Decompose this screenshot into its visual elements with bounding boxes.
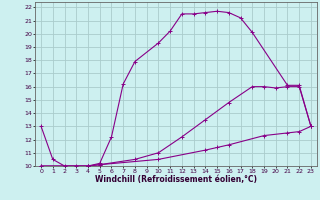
X-axis label: Windchill (Refroidissement éolien,°C): Windchill (Refroidissement éolien,°C) [95, 175, 257, 184]
